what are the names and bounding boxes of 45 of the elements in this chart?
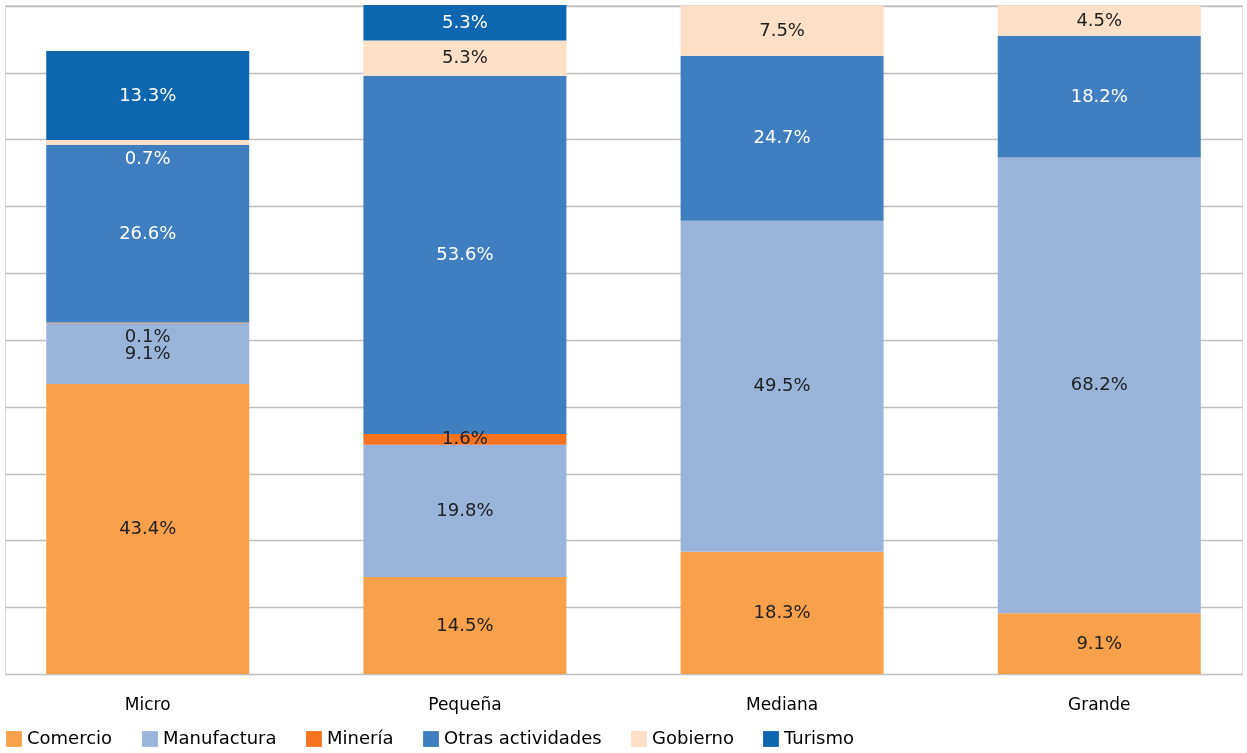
data-label: 5.3% — [442, 10, 488, 32]
bar — [680, 551, 884, 674]
data-label: 9.1% — [1076, 631, 1123, 653]
bar — [46, 140, 250, 145]
data-label: 4.5% — [1076, 8, 1123, 30]
legend-label: Otras actividades — [444, 727, 602, 748]
bar — [680, 5, 884, 56]
x-tick-label: Micro — [124, 693, 171, 714]
bar — [363, 5, 567, 41]
data-label: 1.6% — [442, 427, 488, 449]
bar — [997, 5, 1201, 36]
data-label: 18.2% — [1070, 84, 1128, 106]
data-label: 24.7% — [753, 126, 811, 148]
data-label: 26.6% — [119, 221, 177, 243]
data-label: 14.5% — [436, 613, 494, 635]
data-label: 53.6% — [436, 242, 494, 264]
x-tick-label: Mediana — [745, 693, 819, 714]
bar — [997, 157, 1201, 614]
bar — [363, 577, 567, 674]
bar — [46, 323, 250, 384]
bar — [680, 220, 884, 552]
data-label: 0.7% — [124, 146, 171, 168]
legend-label: Minería — [327, 727, 394, 748]
bar — [46, 51, 250, 140]
data-label: 68.2% — [1070, 373, 1128, 395]
data-label: 18.3% — [753, 600, 811, 622]
legend-label: Turismo — [783, 727, 854, 748]
bar — [46, 144, 250, 323]
bar — [363, 444, 567, 578]
legend-label: Comercio — [27, 727, 113, 748]
data-label: 49.5% — [753, 374, 811, 396]
legend-label: Manufactura — [163, 727, 277, 748]
bar — [680, 55, 884, 221]
bar — [997, 613, 1201, 674]
data-label: 7.5% — [759, 18, 805, 40]
data-label: 19.8% — [436, 498, 494, 520]
data-label: 43.4% — [119, 516, 177, 538]
x-tick-label: Pequeña — [428, 693, 502, 714]
data-label: 5.3% — [442, 46, 488, 68]
bar — [363, 40, 567, 76]
x-tick-label: Grande — [1067, 693, 1131, 714]
bar — [997, 35, 1201, 158]
data-label: 13.3% — [119, 83, 177, 105]
bar — [46, 383, 250, 674]
legend-label: Gobierno — [652, 727, 734, 748]
